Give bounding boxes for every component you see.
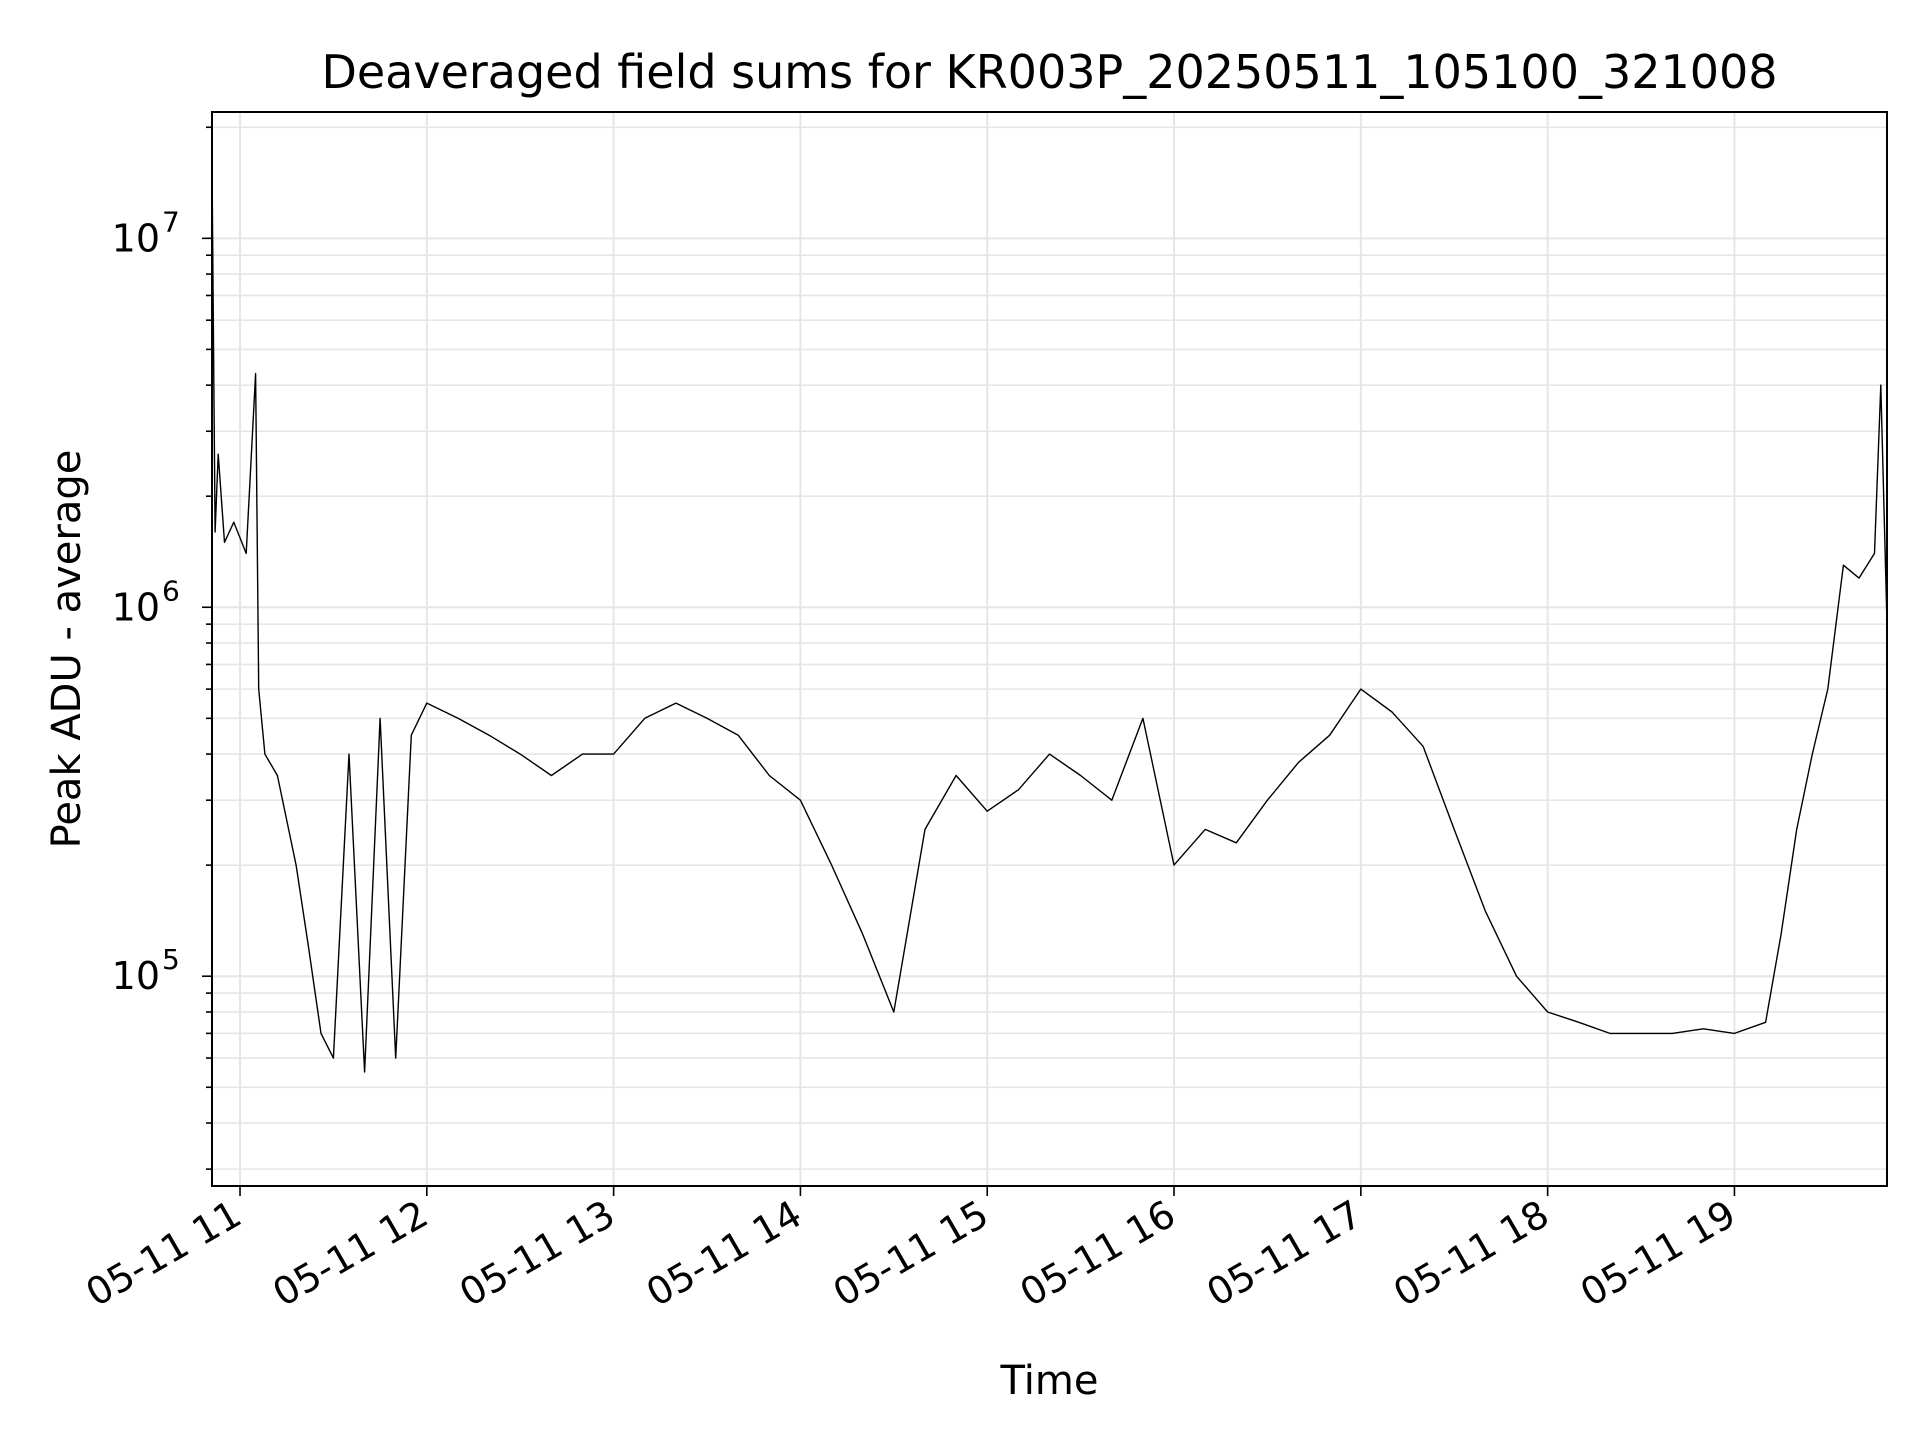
x-tick-label: 05-11 12 [265, 1192, 435, 1316]
chart-title: Deaveraged field sums for KR003P_2025051… [321, 45, 1777, 99]
x-tick-label: 05-11 19 [1573, 1192, 1743, 1316]
gridlines [212, 112, 1887, 1186]
y-tick-label-exponent: 7 [162, 205, 180, 238]
x-tick-label: 05-11 15 [826, 1192, 996, 1316]
x-tick-label: 05-11 13 [452, 1192, 622, 1316]
y-tick-label: 10 [112, 216, 160, 260]
y-tick-label: 10 [112, 585, 160, 629]
y-tick-label-exponent: 6 [162, 574, 180, 607]
x-tick-label: 05-11 14 [639, 1192, 809, 1316]
plot-area [211, 162, 1888, 1073]
y-axis-title: Peak ADU - average [44, 450, 90, 849]
x-tick-label: 05-11 17 [1199, 1192, 1369, 1316]
data-series-line [211, 162, 1888, 1073]
x-tick-label: 05-11 18 [1386, 1192, 1556, 1316]
x-tick-label: 05-11 16 [1013, 1192, 1183, 1316]
x-axis-title: Time [1000, 1358, 1099, 1404]
x-tick-label: 05-11 11 [79, 1192, 249, 1316]
y-tick-label: 10 [112, 954, 160, 998]
y-tick-label-exponent: 5 [162, 943, 180, 976]
axes-frame [211, 111, 1888, 1187]
